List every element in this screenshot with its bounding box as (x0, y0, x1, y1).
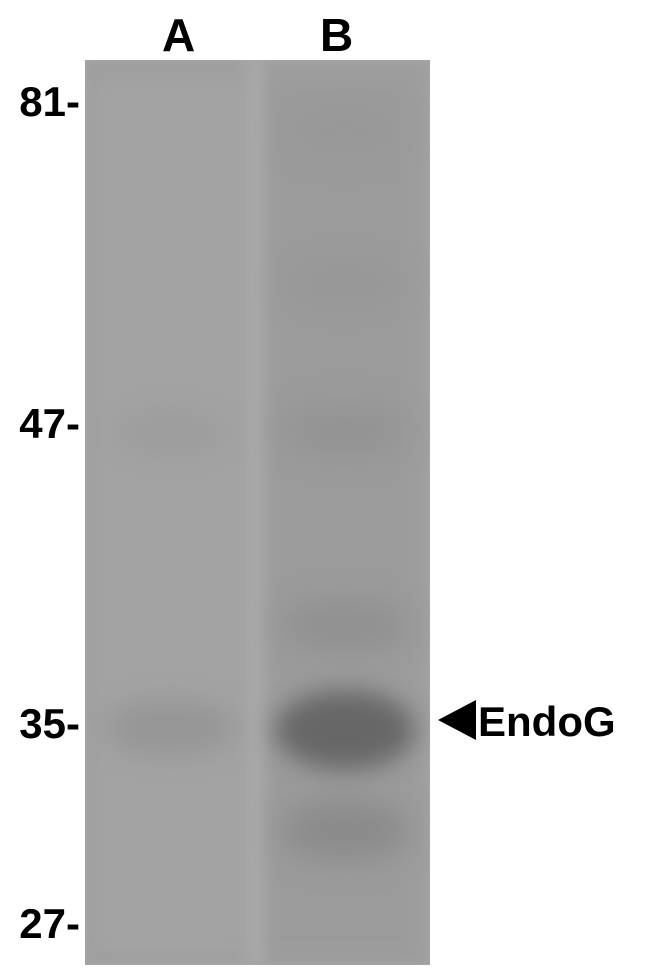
marker-81: 81- (0, 78, 80, 126)
lane-label-a: A (162, 8, 195, 62)
marker-47: 47- (0, 400, 80, 448)
marker-27: 27- (0, 900, 80, 948)
western-blot-figure: { "figure": { "type": "western-blot", "w… (0, 0, 650, 971)
blot-band (285, 260, 405, 305)
blot-band (105, 700, 235, 755)
blot-membrane (85, 60, 430, 965)
lane-label-b: B (320, 8, 353, 62)
blot-band (285, 110, 405, 150)
blot-band (275, 690, 415, 770)
blot-band (280, 405, 410, 455)
marker-35: 35- (0, 700, 80, 748)
blot-smudge (245, 60, 265, 965)
blot-band (280, 800, 410, 860)
band-arrow-icon (438, 700, 476, 740)
blot-band (280, 600, 410, 650)
band-label-endog: EndoG (478, 698, 616, 746)
blot-band (110, 410, 230, 455)
blot-smudge (95, 80, 245, 950)
